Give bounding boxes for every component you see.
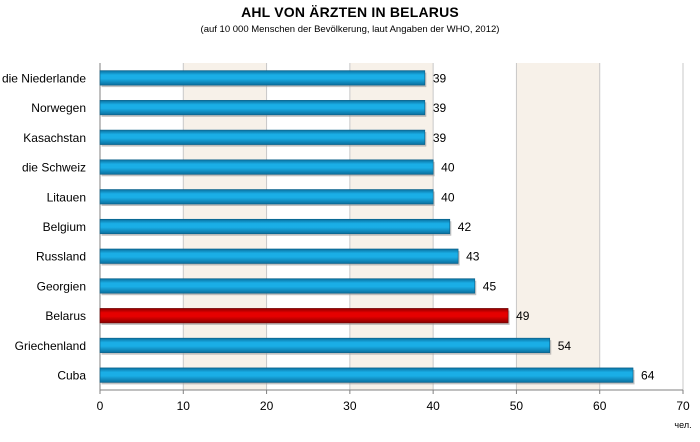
bar: [99, 189, 434, 205]
category-label: Belgium: [43, 220, 86, 234]
value-label: 39: [433, 101, 447, 115]
value-label: 40: [441, 190, 455, 204]
bar: [99, 337, 551, 353]
x-tick-label: 30: [343, 399, 357, 413]
value-label: 54: [558, 339, 572, 353]
x-tick-label: 70: [676, 399, 690, 413]
x-tick-label: 20: [260, 399, 274, 413]
x-tick-label: 10: [177, 399, 191, 413]
bar: [99, 70, 426, 86]
category-label: Georgien: [37, 279, 86, 293]
x-tick-label: 40: [426, 399, 440, 413]
bar: [99, 278, 476, 294]
plot-band: [516, 63, 600, 390]
value-label: 39: [433, 71, 447, 85]
bar: [99, 218, 451, 235]
x-tick-label: 60: [593, 399, 607, 413]
value-label: 39: [433, 131, 447, 145]
value-label: 43: [466, 250, 480, 264]
category-label: Griechenland: [15, 339, 86, 353]
chart-title: AHL VON ÄRZTEN IN BELARUS: [241, 4, 459, 20]
bar: [99, 367, 634, 383]
value-label: 64: [641, 369, 655, 383]
bar: [99, 129, 426, 145]
category-label: Cuba: [57, 369, 86, 383]
x-tick-label: 50: [510, 399, 524, 413]
value-label: 42: [458, 220, 472, 234]
category-label: Norwegen: [31, 101, 86, 115]
x-tick-label: 0: [97, 399, 104, 413]
x-unit-label: чел.: [674, 420, 691, 430]
bar: [99, 248, 459, 264]
category-label: Russland: [36, 250, 86, 264]
category-label: die Schweiz: [22, 161, 86, 175]
chart-subtitle: (auf 10 000 Menschen der Bevölkerung, la…: [200, 24, 500, 35]
category-label: Kasachstan: [23, 131, 86, 145]
bar-highlight: [99, 308, 509, 324]
value-label: 40: [441, 161, 455, 175]
value-label: 45: [483, 279, 497, 293]
category-label: die Niederlande: [2, 71, 86, 85]
value-label: 49: [516, 309, 530, 323]
category-label: Belarus: [45, 309, 86, 323]
bar: [99, 159, 434, 175]
bar: [99, 100, 426, 116]
category-label: Litauen: [47, 190, 86, 204]
